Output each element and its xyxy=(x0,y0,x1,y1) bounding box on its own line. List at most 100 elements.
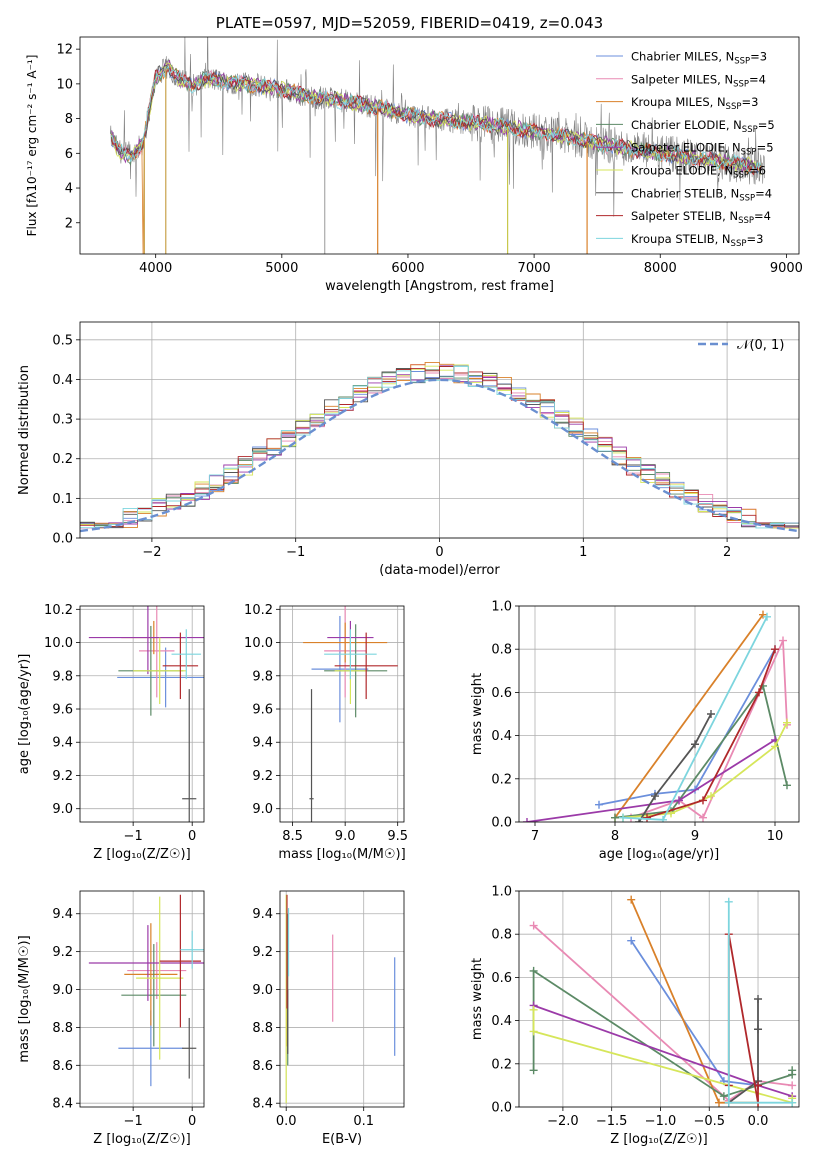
residual-histogram xyxy=(80,365,799,529)
y-axis-label: age [log₁₀(age/yr)] xyxy=(17,654,32,775)
y-tick-label: 0.6 xyxy=(491,971,512,986)
legend-label: Salpeter MILES, NSSP=4 xyxy=(631,72,766,89)
weight-marker xyxy=(529,1005,538,1014)
weight-series xyxy=(595,645,779,809)
y-tick-label: 9.2 xyxy=(52,769,73,784)
y-tick-label: 0.4 xyxy=(491,1014,512,1029)
x-axis-label: E(B-V) xyxy=(322,1132,362,1147)
x-tick-label: 0.0 xyxy=(276,1114,297,1129)
y-tick-label: 10.2 xyxy=(244,603,273,618)
legend-label-sub: SSP xyxy=(741,148,757,158)
panel-spectrum: 4000 5000 6000 7000 8000 9000 2 4 6 8 10 12 waveleng… xyxy=(25,36,803,294)
panel-weight_vs_z: −2.0 −1.5 −1.0 −0.5 0.0 0.0 0.2 0.4 0.6 0.8 1.0 Z [… xyxy=(470,885,800,1147)
y-axis-label: Normed distribution xyxy=(17,365,32,495)
axes-frame xyxy=(79,890,205,1108)
weight-marker xyxy=(724,1098,733,1107)
x-tick-label: 9000 xyxy=(770,261,803,276)
weight-marker xyxy=(783,781,791,790)
weight-series xyxy=(523,735,779,822)
legend-label: Salpeter ELODIE, NSSP=5 xyxy=(631,141,774,158)
legend-label-main: Kroupa STELIB, N xyxy=(631,232,731,246)
figure-title: PLATE=0597, MJD=52059, FIBERID=0419, z=0… xyxy=(216,14,603,32)
weight-marker xyxy=(595,800,603,809)
y-tick-label: 0.4 xyxy=(491,729,512,744)
weight-series xyxy=(619,718,791,822)
residual-histogram xyxy=(80,365,799,529)
errorbar-point xyxy=(324,629,377,680)
panel-mass_vs_ebv: 0.0 0.1 8.4 8.6 8.8 9.0 9.2 9.4 E(B-V) xyxy=(252,890,405,1147)
legend-label-sub: SSP xyxy=(738,216,754,226)
weight-marker xyxy=(659,815,667,822)
x-axis-label: Z [log₁₀(Z/Z☉)] xyxy=(93,1132,190,1147)
y-tick-label: 0.5 xyxy=(52,333,73,348)
errorbar-point xyxy=(182,689,197,822)
weight-series xyxy=(643,645,779,822)
legend-label-sub: SSP xyxy=(731,239,747,249)
axes-frame xyxy=(79,605,205,823)
errorbar-point xyxy=(127,942,187,999)
x-tick-label: −1 xyxy=(124,1114,143,1129)
y-tick-label: 9.2 xyxy=(252,945,273,960)
axes-frame xyxy=(79,321,800,539)
legend-label-main: Salpeter MILES, N xyxy=(631,72,733,86)
weight-marker xyxy=(719,1092,728,1101)
y-tick-label: 8.8 xyxy=(252,1021,273,1036)
errorbar-point xyxy=(311,615,369,723)
plot-area xyxy=(110,37,765,254)
y-tick-label: 0.2 xyxy=(491,772,512,787)
x-tick-label: 4000 xyxy=(139,261,172,276)
errorbar-point xyxy=(309,689,314,822)
legend-label: Chabrier STELIB, NSSP=4 xyxy=(631,186,772,203)
x-tick-label: −1 xyxy=(124,829,143,844)
legend-label-main: Kroupa MILES, N xyxy=(631,95,726,109)
plot-area xyxy=(80,361,799,533)
x-tick-label: 6000 xyxy=(391,261,424,276)
weight-series xyxy=(619,612,771,822)
y-tick-label: 2 xyxy=(65,216,73,231)
weight-marker xyxy=(755,688,763,697)
legend-label-main: Chabrier MILES, N xyxy=(631,50,734,64)
weight-marker xyxy=(707,710,715,718)
legend-label-sub: SSP xyxy=(726,102,742,112)
weight-marker xyxy=(715,1098,723,1107)
x-tick-label: 2 xyxy=(723,545,731,560)
weight-marker xyxy=(619,813,627,822)
y-tick-label: 0.2 xyxy=(52,452,73,467)
x-tick-label: 8000 xyxy=(644,261,677,276)
y-tick-label: 0.6 xyxy=(491,686,512,701)
weight-marker xyxy=(691,740,699,749)
weight-marker xyxy=(771,742,779,751)
errorbar-point xyxy=(171,629,202,680)
errorbar-point xyxy=(88,925,204,1001)
legend-label-suffix: =5 xyxy=(757,141,774,155)
legend-label-main: Salpeter STELIB, N xyxy=(631,209,738,223)
errorbar-point xyxy=(180,930,204,969)
x-axis-label: mass [log₁₀(M/M☉)] xyxy=(278,847,405,862)
x-tick-label: 0 xyxy=(435,545,443,560)
y-tick-label: 9.2 xyxy=(252,769,273,784)
weight-marker xyxy=(788,1066,797,1075)
legend-label-suffix: =3 xyxy=(746,232,763,246)
weight-marker xyxy=(627,895,636,904)
model-spectrum xyxy=(111,64,762,176)
x-tick-label: 9.0 xyxy=(335,829,356,844)
x-tick-label: 7000 xyxy=(518,261,551,276)
weight-marker xyxy=(611,813,619,822)
errorbar-point xyxy=(303,622,388,663)
y-tick-label: 4 xyxy=(65,182,73,197)
weight-marker xyxy=(529,1027,538,1036)
plot-area xyxy=(285,894,396,1104)
y-tick-label: 0.1 xyxy=(52,492,73,507)
x-axis-label: Z [log₁₀(Z/Z☉)] xyxy=(93,847,190,862)
errorbar-point xyxy=(121,944,187,1047)
y-tick-label: 8.6 xyxy=(52,1059,73,1074)
weight-marker xyxy=(529,966,538,975)
y-tick-label: 8.4 xyxy=(252,1097,273,1112)
x-axis-label: age [log₁₀(age/yr)] xyxy=(599,847,720,862)
legend-label: Salpeter STELIB, NSSP=4 xyxy=(631,209,771,226)
y-axis-label: mass [log₁₀(M/M☉)] xyxy=(17,935,32,1062)
x-tick-label: 9 xyxy=(691,829,699,844)
weight-marker xyxy=(788,1098,797,1107)
y-tick-label: 10.0 xyxy=(44,636,73,651)
y-tick-label: 0.0 xyxy=(52,532,73,547)
